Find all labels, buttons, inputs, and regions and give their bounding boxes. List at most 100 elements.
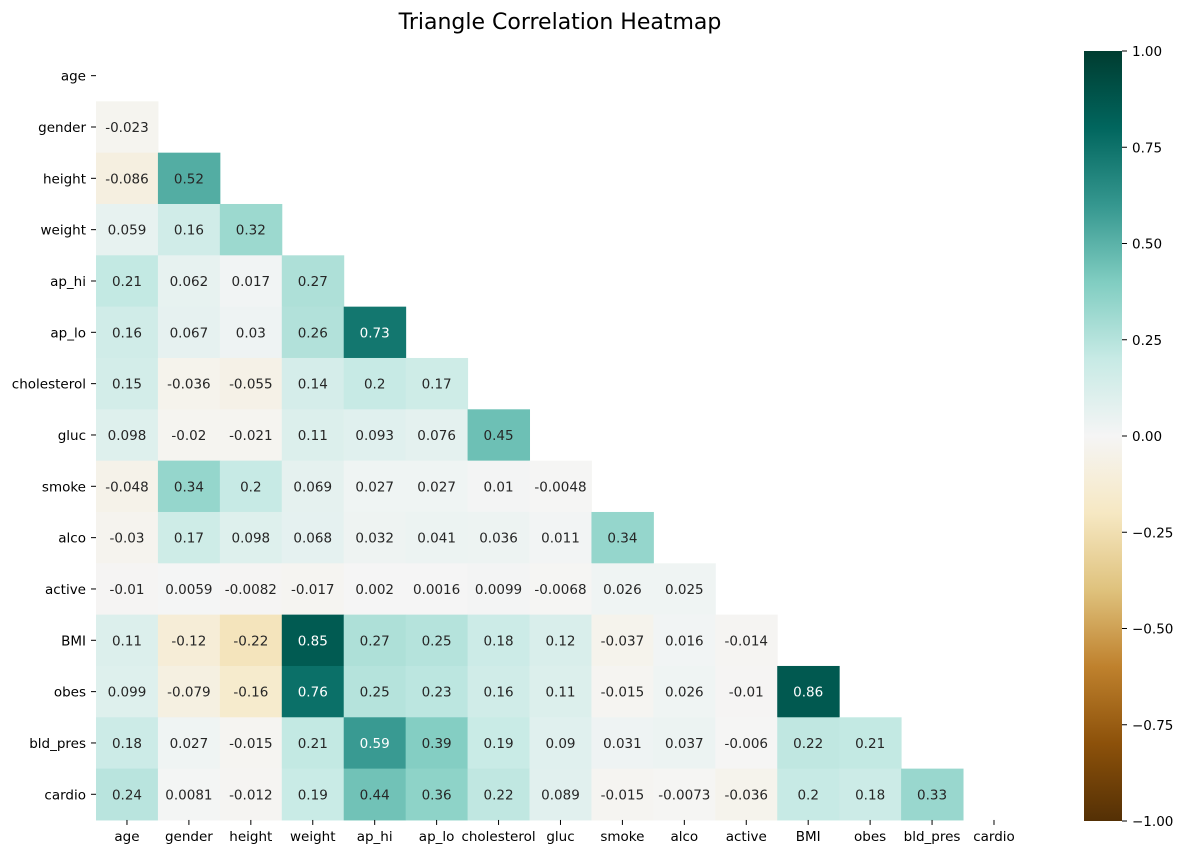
heatmap-cell — [219, 460, 283, 513]
heatmap-cell — [529, 665, 592, 718]
cell-value-label: 0.076 — [417, 428, 456, 444]
heatmap-cell — [281, 614, 345, 667]
heatmap-cell — [219, 717, 283, 770]
heatmap-cell — [157, 203, 221, 256]
heatmap-cell — [529, 768, 592, 821]
heatmap-cell — [219, 768, 283, 821]
heatmap-cell — [529, 563, 592, 616]
cell-value-label: 0.069 — [293, 479, 332, 495]
cell-value-label: 0.33 — [917, 787, 947, 803]
heatmap-cell — [529, 717, 592, 770]
heatmap-cell — [405, 563, 469, 616]
heatmap-cell — [157, 768, 221, 821]
cell-value-label: 0.089 — [541, 787, 580, 803]
cell-value-label: 0.36 — [422, 787, 452, 803]
x-tick-label: alco — [670, 829, 698, 845]
y-axis-labels: age gender height weight ap_hi ap_lo cholester… — [12, 69, 96, 803]
heatmap-cell — [343, 563, 407, 616]
cell-value-label: -0.0082 — [225, 582, 277, 598]
heatmap-cell — [653, 563, 716, 616]
x-tick-label: obes — [854, 829, 886, 845]
heatmap-cell — [157, 357, 221, 410]
heatmap-cell — [96, 460, 159, 513]
cell-value-label: 0.15 — [112, 377, 142, 393]
y-tick-label: cholesterol — [12, 377, 86, 393]
heatmap-cell — [715, 717, 778, 770]
cell-value-label: -0.01 — [110, 582, 145, 598]
cell-value-label: 0.44 — [360, 787, 390, 803]
heatmap-cell — [96, 511, 159, 564]
cell-value-label: 0.11 — [545, 685, 575, 701]
heatmap-cell — [96, 306, 159, 359]
cell-value-label: 0.0081 — [165, 787, 212, 803]
heatmap-cell — [343, 614, 407, 667]
heatmap-cell — [405, 717, 469, 770]
heatmap-cell — [281, 409, 345, 462]
cell-value-label: 0.19 — [298, 787, 328, 803]
heatmap-cell — [219, 306, 283, 359]
cell-value-label: 0.01 — [484, 479, 514, 495]
heatmap-cell — [96, 563, 159, 616]
cell-value-label: 0.016 — [665, 633, 704, 649]
cell-value-label: 0.062 — [170, 274, 209, 290]
cell-value-label: -0.048 — [105, 479, 149, 495]
heatmap-cell — [591, 563, 654, 616]
cell-value-label: 0.09 — [545, 736, 575, 752]
y-tick-label: ap_lo — [50, 325, 86, 341]
cell-value-label: 0.068 — [293, 531, 332, 547]
cell-value-label: 0.21 — [855, 736, 885, 752]
heatmap-cell — [219, 665, 283, 718]
y-tick-label: gender — [38, 120, 86, 136]
heatmap-cell — [343, 460, 407, 513]
cell-value-label: 0.002 — [355, 582, 394, 598]
heatmap-cell — [281, 563, 345, 616]
cell-value-label: 0.0099 — [475, 582, 522, 598]
heatmap-cell — [96, 203, 159, 256]
colorbar-tick-label: 0.25 — [1132, 333, 1162, 349]
heatmap-cell — [777, 717, 840, 770]
x-tick-label: smoke — [600, 829, 644, 845]
heatmap-cell — [96, 768, 159, 821]
cell-value-label: 0.025 — [665, 582, 704, 598]
heatmap-cell — [467, 511, 531, 564]
cell-value-label: -0.036 — [724, 787, 768, 803]
heatmap-cell — [96, 409, 159, 462]
heatmap-cell — [715, 768, 778, 821]
cell-value-label: -0.02 — [171, 428, 206, 444]
cell-value-label: 0.026 — [603, 582, 642, 598]
y-tick-label: smoke — [42, 479, 86, 495]
heatmap-cell — [529, 511, 592, 564]
y-tick-label: cardio — [44, 787, 86, 803]
cell-value-label: 0.25 — [360, 685, 390, 701]
colorbar-tick-label: 0.75 — [1132, 140, 1162, 156]
cell-value-label: 0.11 — [298, 428, 328, 444]
cell-value-label: 0.027 — [170, 736, 209, 752]
x-tick-label: active — [726, 829, 767, 845]
cell-value-label: 0.22 — [484, 787, 514, 803]
heatmap-cell — [157, 255, 221, 308]
heatmap-cell — [96, 101, 159, 154]
heatmap-cell — [281, 306, 345, 359]
heatmap-cell — [591, 511, 654, 564]
x-tick-label: bld_pres — [904, 829, 961, 845]
cell-value-label: -0.0073 — [658, 787, 710, 803]
cell-value-label: 0.011 — [541, 531, 580, 547]
x-tick-label: weight — [290, 829, 336, 845]
cell-value-label: -0.012 — [229, 787, 273, 803]
heatmap-cell — [96, 255, 159, 308]
cell-value-label: -0.22 — [233, 633, 268, 649]
cell-value-label: 0.2 — [364, 377, 385, 393]
heatmap-cell — [343, 665, 407, 718]
cell-value-label: 0.037 — [665, 736, 704, 752]
heatmap-cell — [467, 665, 531, 718]
cell-value-label: -0.01 — [729, 685, 764, 701]
heatmap-cell — [839, 717, 902, 770]
cell-value-label: 0.032 — [355, 531, 394, 547]
cell-value-label: 0.23 — [422, 685, 452, 701]
heatmap-cell — [157, 511, 221, 564]
cell-value-label: 0.098 — [108, 428, 147, 444]
heatmap-cell — [777, 665, 840, 718]
cell-value-label: 0.093 — [355, 428, 394, 444]
y-tick-label: active — [45, 582, 86, 598]
